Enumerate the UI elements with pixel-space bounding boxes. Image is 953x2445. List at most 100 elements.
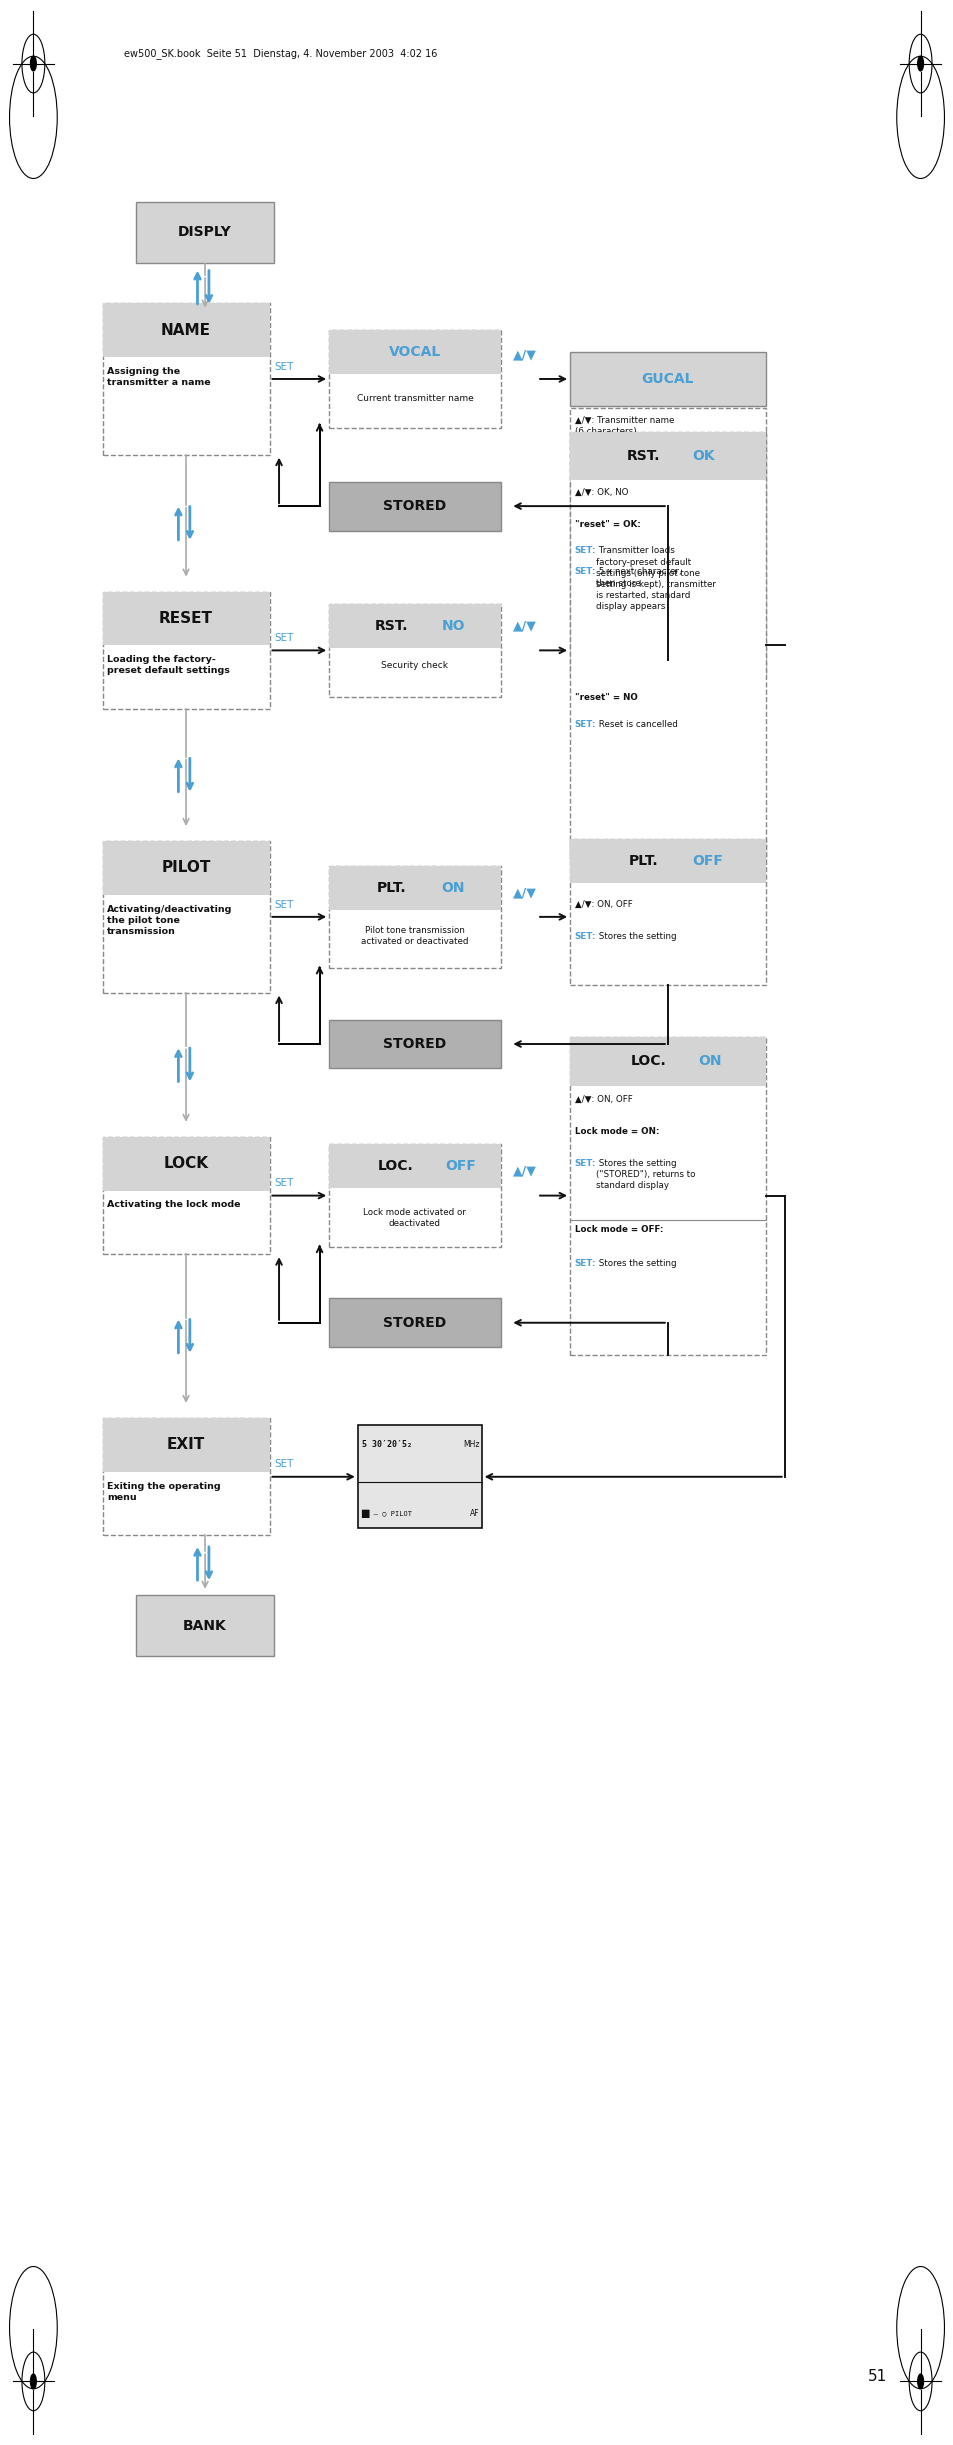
Text: 5 30′20′5₂: 5 30′20′5₂ — [361, 1440, 411, 1450]
Text: Stores the setting: Stores the setting — [595, 932, 676, 941]
Text: ▲/▼: ▲/▼ — [512, 347, 537, 362]
FancyBboxPatch shape — [103, 1418, 269, 1472]
Text: STORED: STORED — [383, 499, 446, 513]
Text: RST.: RST. — [626, 450, 660, 462]
Text: NO: NO — [441, 619, 464, 633]
Text: Activating/deactivating
the pilot tone
transmission: Activating/deactivating the pilot tone t… — [107, 905, 233, 936]
Circle shape — [30, 2374, 36, 2389]
FancyBboxPatch shape — [329, 1298, 500, 1347]
Text: Assigning the
transmitter a name: Assigning the transmitter a name — [107, 367, 211, 386]
FancyBboxPatch shape — [329, 330, 500, 374]
Text: Exiting the operating
menu: Exiting the operating menu — [107, 1482, 221, 1501]
Text: ▲/▼: ON, OFF: ▲/▼: ON, OFF — [574, 1095, 632, 1105]
Text: OFF: OFF — [445, 1159, 476, 1174]
FancyBboxPatch shape — [357, 1425, 481, 1528]
Text: LOC.: LOC. — [377, 1159, 414, 1174]
FancyBboxPatch shape — [569, 408, 764, 677]
Text: AF: AF — [470, 1509, 479, 1518]
Text: Activating the lock mode: Activating the lock mode — [107, 1200, 240, 1210]
Text: ▲/▼: ▲/▼ — [512, 885, 537, 900]
Text: SET:: SET: — [574, 567, 596, 577]
Text: Loading the factory-
preset default settings: Loading the factory- preset default sett… — [107, 655, 230, 675]
Text: DISPLY: DISPLY — [178, 225, 232, 240]
Text: SET:: SET: — [574, 548, 596, 555]
Text: ▲/▼: ▲/▼ — [512, 619, 537, 633]
Text: ON: ON — [698, 1054, 720, 1068]
FancyBboxPatch shape — [103, 1418, 269, 1535]
Text: GUCAL: GUCAL — [640, 372, 694, 386]
Text: PLT.: PLT. — [628, 853, 659, 868]
FancyBboxPatch shape — [103, 1137, 269, 1254]
Text: VOCAL: VOCAL — [389, 345, 440, 359]
Text: MHz: MHz — [463, 1440, 479, 1450]
Text: Security check: Security check — [381, 660, 448, 670]
FancyBboxPatch shape — [569, 839, 764, 883]
Text: SET:: SET: — [574, 932, 596, 941]
Text: SET: SET — [274, 1460, 294, 1469]
Text: Lock mode activated or
deactivated: Lock mode activated or deactivated — [363, 1208, 466, 1227]
Text: SET: SET — [274, 1178, 294, 1188]
Text: LOCK: LOCK — [163, 1156, 209, 1171]
Text: ▲/▼: OK, NO: ▲/▼: OK, NO — [574, 487, 628, 496]
Text: ▲/▼: Transmitter name
(6 characters)
Letters w/o pronounciation
marks, numbers f: ▲/▼: Transmitter name (6 characters) Let… — [574, 416, 692, 469]
Text: Transmitter loads
factory-preset default
settings (only pilot tone
setting is ke: Transmitter loads factory-preset default… — [595, 548, 715, 611]
Text: SET: SET — [274, 633, 294, 643]
FancyBboxPatch shape — [103, 303, 269, 357]
Circle shape — [917, 2374, 923, 2389]
FancyBboxPatch shape — [329, 604, 500, 697]
Text: Stores the setting
("STORED"), returns to
standard display: Stores the setting ("STORED"), returns t… — [595, 1159, 695, 1191]
FancyBboxPatch shape — [329, 1144, 500, 1188]
Text: "reset" = OK:: "reset" = OK: — [574, 521, 640, 528]
Text: ██ — ○ PILOT: ██ — ○ PILOT — [361, 1511, 412, 1518]
Text: ▲/▼: ▲/▼ — [512, 1164, 537, 1178]
Text: EXIT: EXIT — [167, 1438, 205, 1452]
Text: Lock mode = ON:: Lock mode = ON: — [574, 1127, 659, 1137]
Text: 51: 51 — [867, 2369, 886, 2384]
FancyBboxPatch shape — [569, 433, 764, 861]
FancyBboxPatch shape — [569, 430, 764, 479]
Text: RST.: RST. — [374, 619, 408, 633]
FancyBboxPatch shape — [103, 841, 269, 993]
Text: STORED: STORED — [383, 1315, 446, 1330]
FancyBboxPatch shape — [103, 303, 269, 455]
FancyBboxPatch shape — [329, 866, 500, 968]
Text: Current transmitter name: Current transmitter name — [356, 394, 473, 403]
Text: Stores the setting: Stores the setting — [595, 1259, 676, 1269]
Text: SET: SET — [274, 900, 294, 910]
FancyBboxPatch shape — [103, 841, 269, 895]
Text: SET:: SET: — [574, 1259, 596, 1269]
FancyBboxPatch shape — [569, 352, 764, 406]
Text: OFF: OFF — [692, 853, 722, 868]
Text: ew500_SK.book  Seite 51  Dienstag, 4. November 2003  4:02 16: ew500_SK.book Seite 51 Dienstag, 4. Nove… — [124, 49, 436, 59]
Text: Reset is cancelled: Reset is cancelled — [595, 721, 677, 729]
FancyBboxPatch shape — [569, 1037, 764, 1355]
Circle shape — [30, 56, 36, 71]
FancyBboxPatch shape — [569, 839, 764, 985]
Text: LOC.: LOC. — [630, 1054, 666, 1068]
FancyBboxPatch shape — [103, 592, 269, 709]
Text: STORED: STORED — [383, 1037, 446, 1051]
Text: OK: OK — [692, 450, 715, 462]
FancyBboxPatch shape — [329, 1020, 500, 1068]
Text: SET:: SET: — [574, 721, 596, 729]
FancyBboxPatch shape — [329, 330, 500, 428]
Text: ON: ON — [441, 880, 464, 895]
Text: PLT.: PLT. — [375, 880, 406, 895]
Text: ▲/▼: ON, OFF: ▲/▼: ON, OFF — [574, 900, 632, 910]
FancyBboxPatch shape — [103, 1137, 269, 1191]
Text: 5 x next character,
then store: 5 x next character, then store — [595, 567, 680, 587]
Text: Pilot tone transmission
activated or deactivated: Pilot tone transmission activated or dea… — [361, 927, 468, 946]
Circle shape — [917, 56, 923, 71]
Text: RESET: RESET — [159, 611, 213, 626]
Text: PILOT: PILOT — [161, 861, 211, 875]
FancyBboxPatch shape — [329, 604, 500, 648]
FancyBboxPatch shape — [329, 482, 500, 531]
FancyBboxPatch shape — [569, 1037, 764, 1086]
FancyBboxPatch shape — [135, 200, 274, 262]
Text: SET:: SET: — [574, 1159, 596, 1169]
Text: "reset" = NO: "reset" = NO — [574, 694, 637, 702]
FancyBboxPatch shape — [329, 866, 500, 910]
Text: Lock mode = OFF:: Lock mode = OFF: — [574, 1225, 662, 1235]
Text: SET: SET — [274, 362, 294, 372]
Text: NAME: NAME — [161, 323, 211, 337]
